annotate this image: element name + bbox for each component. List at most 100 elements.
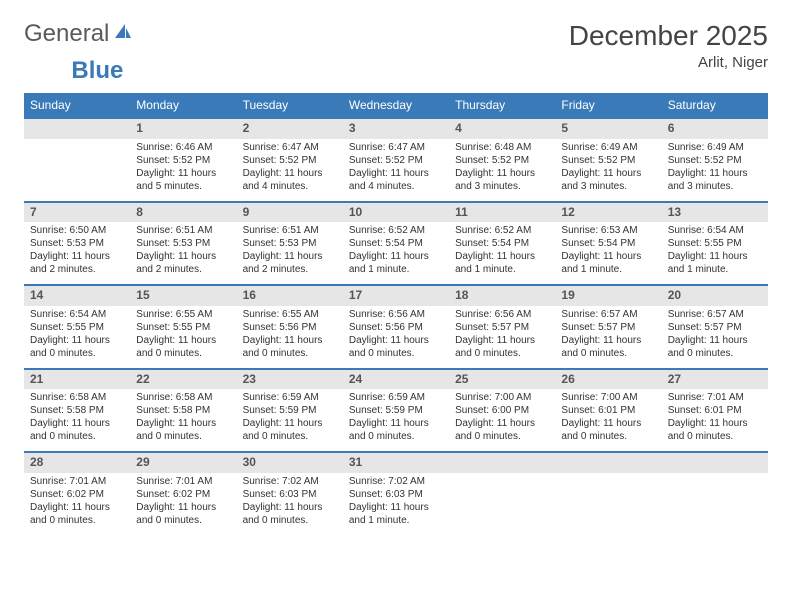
daylight-text: Daylight: 11 hours and 0 minutes. [243, 501, 337, 527]
sunrise-text: Sunrise: 6:47 AM [243, 141, 337, 154]
sunset-text: Sunset: 5:56 PM [349, 321, 443, 334]
calendar-day-cell: 4Sunrise: 6:48 AMSunset: 5:52 PMDaylight… [449, 118, 555, 202]
day-details: Sunrise: 6:51 AMSunset: 5:53 PMDaylight:… [130, 222, 236, 284]
daylight-text: Daylight: 11 hours and 3 minutes. [668, 167, 762, 193]
daylight-text: Daylight: 11 hours and 0 minutes. [30, 501, 124, 527]
sunset-text: Sunset: 5:57 PM [561, 321, 655, 334]
location-label: Arlit, Niger [569, 54, 768, 71]
calendar-day-cell: 16Sunrise: 6:55 AMSunset: 5:56 PMDayligh… [237, 285, 343, 369]
day-number: 11 [449, 203, 555, 223]
day-number: 16 [237, 286, 343, 306]
daylight-text: Daylight: 11 hours and 0 minutes. [455, 417, 549, 443]
day-details: Sunrise: 6:59 AMSunset: 5:59 PMDaylight:… [237, 389, 343, 451]
daylight-text: Daylight: 11 hours and 5 minutes. [136, 167, 230, 193]
daylight-text: Daylight: 11 hours and 3 minutes. [455, 167, 549, 193]
day-details: Sunrise: 6:50 AMSunset: 5:53 PMDaylight:… [24, 222, 130, 284]
calendar-day-cell: 28Sunrise: 7:01 AMSunset: 6:02 PMDayligh… [24, 452, 130, 535]
sunrise-text: Sunrise: 6:54 AM [668, 224, 762, 237]
sunset-text: Sunset: 5:55 PM [30, 321, 124, 334]
sunset-text: Sunset: 5:56 PM [243, 321, 337, 334]
sunset-text: Sunset: 5:57 PM [668, 321, 762, 334]
day-details: Sunrise: 6:58 AMSunset: 5:58 PMDaylight:… [24, 389, 130, 451]
sunset-text: Sunset: 5:53 PM [136, 237, 230, 250]
sunset-text: Sunset: 5:58 PM [136, 404, 230, 417]
sunset-text: Sunset: 5:59 PM [349, 404, 443, 417]
calendar-day-cell: 6Sunrise: 6:49 AMSunset: 5:52 PMDaylight… [662, 118, 768, 202]
weekday-header: Monday [130, 93, 236, 118]
daylight-text: Daylight: 11 hours and 1 minute. [349, 250, 443, 276]
sunset-text: Sunset: 5:52 PM [561, 154, 655, 167]
day-number: 1 [130, 119, 236, 139]
sunrise-text: Sunrise: 6:52 AM [455, 224, 549, 237]
daylight-text: Daylight: 11 hours and 0 minutes. [243, 417, 337, 443]
day-details [662, 473, 768, 529]
daylight-text: Daylight: 11 hours and 2 minutes. [243, 250, 337, 276]
sunrise-text: Sunrise: 6:58 AM [136, 391, 230, 404]
sunset-text: Sunset: 6:02 PM [30, 488, 124, 501]
calendar-day-cell: 27Sunrise: 7:01 AMSunset: 6:01 PMDayligh… [662, 369, 768, 453]
calendar-day-cell: 17Sunrise: 6:56 AMSunset: 5:56 PMDayligh… [343, 285, 449, 369]
daylight-text: Daylight: 11 hours and 0 minutes. [349, 417, 443, 443]
calendar-week-row: 7Sunrise: 6:50 AMSunset: 5:53 PMDaylight… [24, 202, 768, 286]
sunrise-text: Sunrise: 7:00 AM [455, 391, 549, 404]
day-details [555, 473, 661, 529]
day-details: Sunrise: 6:57 AMSunset: 5:57 PMDaylight:… [555, 306, 661, 368]
sunrise-text: Sunrise: 6:51 AM [243, 224, 337, 237]
daylight-text: Daylight: 11 hours and 1 minute. [561, 250, 655, 276]
sunset-text: Sunset: 6:00 PM [455, 404, 549, 417]
calendar-day-cell: 29Sunrise: 7:01 AMSunset: 6:02 PMDayligh… [130, 452, 236, 535]
calendar-day-cell: 14Sunrise: 6:54 AMSunset: 5:55 PMDayligh… [24, 285, 130, 369]
day-details: Sunrise: 6:58 AMSunset: 5:58 PMDaylight:… [130, 389, 236, 451]
daylight-text: Daylight: 11 hours and 0 minutes. [561, 417, 655, 443]
day-details: Sunrise: 6:49 AMSunset: 5:52 PMDaylight:… [662, 139, 768, 201]
day-details: Sunrise: 6:54 AMSunset: 5:55 PMDaylight:… [24, 306, 130, 368]
day-number [449, 453, 555, 473]
day-number: 31 [343, 453, 449, 473]
sunrise-text: Sunrise: 6:56 AM [455, 308, 549, 321]
sunset-text: Sunset: 5:52 PM [668, 154, 762, 167]
day-details: Sunrise: 6:52 AMSunset: 5:54 PMDaylight:… [449, 222, 555, 284]
calendar-day-cell: 8Sunrise: 6:51 AMSunset: 5:53 PMDaylight… [130, 202, 236, 286]
weekday-header: Friday [555, 93, 661, 118]
sunset-text: Sunset: 5:59 PM [243, 404, 337, 417]
day-number: 9 [237, 203, 343, 223]
day-number: 29 [130, 453, 236, 473]
sunrise-text: Sunrise: 6:48 AM [455, 141, 549, 154]
day-details: Sunrise: 7:02 AMSunset: 6:03 PMDaylight:… [343, 473, 449, 535]
weekday-header-row: SundayMondayTuesdayWednesdayThursdayFrid… [24, 93, 768, 118]
day-number: 2 [237, 119, 343, 139]
sunrise-text: Sunrise: 7:00 AM [561, 391, 655, 404]
sunrise-text: Sunrise: 6:58 AM [30, 391, 124, 404]
calendar-day-cell: 19Sunrise: 6:57 AMSunset: 5:57 PMDayligh… [555, 285, 661, 369]
day-details: Sunrise: 7:01 AMSunset: 6:02 PMDaylight:… [24, 473, 130, 535]
weekday-header: Tuesday [237, 93, 343, 118]
sunrise-text: Sunrise: 6:49 AM [561, 141, 655, 154]
day-number [24, 119, 130, 139]
daylight-text: Daylight: 11 hours and 0 minutes. [668, 417, 762, 443]
calendar-empty-cell [24, 118, 130, 202]
day-number: 23 [237, 370, 343, 390]
day-number: 22 [130, 370, 236, 390]
daylight-text: Daylight: 11 hours and 0 minutes. [136, 501, 230, 527]
sunrise-text: Sunrise: 6:55 AM [136, 308, 230, 321]
sunset-text: Sunset: 5:52 PM [349, 154, 443, 167]
sunrise-text: Sunrise: 6:50 AM [30, 224, 124, 237]
calendar-day-cell: 5Sunrise: 6:49 AMSunset: 5:52 PMDaylight… [555, 118, 661, 202]
day-details: Sunrise: 7:00 AMSunset: 6:00 PMDaylight:… [449, 389, 555, 451]
day-number: 30 [237, 453, 343, 473]
daylight-text: Daylight: 11 hours and 0 minutes. [349, 334, 443, 360]
day-details: Sunrise: 6:57 AMSunset: 5:57 PMDaylight:… [662, 306, 768, 368]
weekday-header: Wednesday [343, 93, 449, 118]
sunset-text: Sunset: 5:58 PM [30, 404, 124, 417]
daylight-text: Daylight: 11 hours and 0 minutes. [136, 417, 230, 443]
sunset-text: Sunset: 5:54 PM [455, 237, 549, 250]
day-number: 18 [449, 286, 555, 306]
sunrise-text: Sunrise: 6:52 AM [349, 224, 443, 237]
calendar-day-cell: 26Sunrise: 7:00 AMSunset: 6:01 PMDayligh… [555, 369, 661, 453]
calendar-empty-cell [555, 452, 661, 535]
sunrise-text: Sunrise: 6:56 AM [349, 308, 443, 321]
daylight-text: Daylight: 11 hours and 1 minute. [349, 501, 443, 527]
sunrise-text: Sunrise: 6:55 AM [243, 308, 337, 321]
daylight-text: Daylight: 11 hours and 0 minutes. [30, 417, 124, 443]
day-details: Sunrise: 6:49 AMSunset: 5:52 PMDaylight:… [555, 139, 661, 201]
